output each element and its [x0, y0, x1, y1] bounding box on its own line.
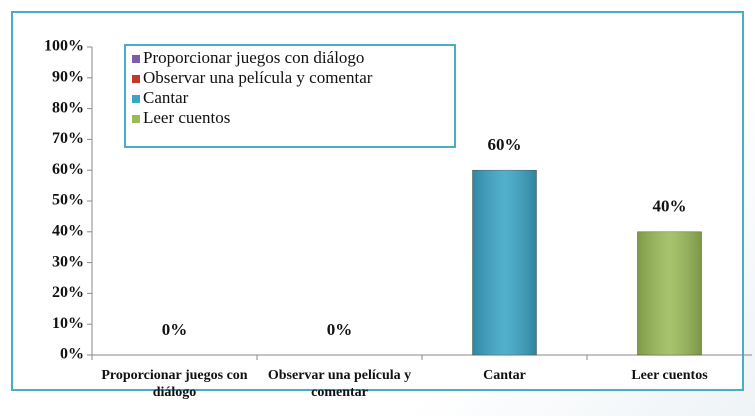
- legend-swatch: [132, 55, 140, 63]
- legend-label: Cantar: [143, 88, 189, 107]
- y-tick-label: 20%: [52, 284, 84, 301]
- bar-shade: [472, 170, 537, 355]
- data-label: 0%: [162, 320, 188, 339]
- x-tick-label: Cantar: [483, 368, 526, 383]
- bar-shade: [637, 231, 702, 355]
- legend-box: [124, 44, 456, 148]
- legend-swatch: [132, 75, 140, 83]
- x-tick-label: Leer cuentos: [631, 368, 708, 383]
- legend-label: Proporcionar juegos con diálogo: [143, 48, 364, 67]
- y-tick-label: 40%: [52, 222, 84, 239]
- data-label: 60%: [488, 135, 522, 154]
- y-tick-label: 60%: [52, 161, 84, 178]
- legend-swatch: [132, 115, 140, 123]
- legend-swatch: [132, 95, 140, 103]
- y-tick-label: 10%: [52, 315, 84, 332]
- y-tick-label: 30%: [52, 253, 84, 270]
- legend-label: Observar una película y comentar: [143, 68, 373, 87]
- y-tick-label: 50%: [52, 192, 84, 209]
- legend-label: Leer cuentos: [143, 108, 230, 127]
- y-tick-label: 100%: [44, 38, 84, 55]
- y-tick-label: 80%: [52, 99, 84, 116]
- data-label: 0%: [327, 320, 353, 339]
- x-tick-label: Observar una película y comentar: [267, 368, 412, 400]
- y-tick-label: 90%: [52, 68, 84, 85]
- data-label: 40%: [653, 197, 687, 216]
- y-tick-label: 70%: [52, 130, 84, 147]
- x-tick-label: Proporcionar juegos con diálogo: [101, 368, 248, 400]
- y-tick-label: 0%: [60, 346, 84, 363]
